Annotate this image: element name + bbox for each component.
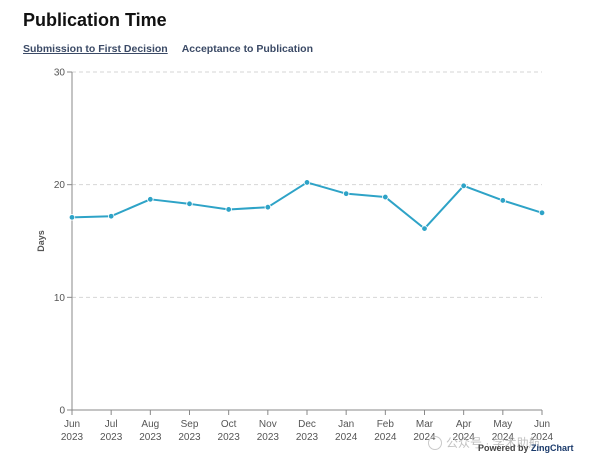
x-tick-label-year: 2023 <box>218 432 241 443</box>
x-tick-label-month: Feb <box>377 419 395 430</box>
data-point <box>538 209 546 217</box>
x-tick-label-month: Jul <box>105 419 118 430</box>
x-tick-label-year: 2023 <box>178 432 201 443</box>
x-tick-label-year: 2023 <box>257 432 280 443</box>
x-tick-label-year: 2024 <box>413 432 436 443</box>
x-tick-label-month: May <box>493 419 512 430</box>
x-tick-label-year: 2024 <box>374 432 397 443</box>
x-tick-label-year: 2023 <box>139 432 162 443</box>
watermark: 公众号 · 学术助航 <box>428 434 541 451</box>
x-tick-label-year: 2024 <box>531 432 554 443</box>
x-tick-label-year: 2024 <box>492 432 515 443</box>
x-tick-label-month: Dec <box>298 419 316 430</box>
x-tick-label-month: Jan <box>338 419 354 430</box>
powered-by-credit[interactable]: Powered by ZingChart <box>478 443 574 453</box>
y-tick-label: 10 <box>54 293 66 304</box>
zingchart-brand: ZingChart <box>531 443 574 453</box>
y-tick-label: 0 <box>59 406 65 417</box>
x-tick-label-month: Nov <box>259 419 277 430</box>
x-tick-label-month: Mar <box>416 419 434 430</box>
x-tick-label-month: Jun <box>534 419 550 430</box>
data-point <box>303 179 311 186</box>
x-tick-label-month: Apr <box>456 419 472 430</box>
chart-tabs: Submission to First Decision Acceptance … <box>23 43 313 55</box>
data-point <box>499 197 507 204</box>
data-point <box>421 225 428 232</box>
x-tick-label-month: Aug <box>141 419 159 430</box>
x-tick-label-year: 2023 <box>296 432 319 443</box>
data-point <box>382 193 389 201</box>
tab-submission-to-first-decision[interactable]: Submission to First Decision <box>23 43 168 55</box>
data-point <box>147 196 154 203</box>
powered-by-prefix: Powered by <box>478 443 529 453</box>
page-title: Publication Time <box>23 10 167 30</box>
y-axis-label: Days <box>36 230 46 252</box>
data-point <box>68 214 76 221</box>
x-tick-label-month: Sep <box>181 419 199 430</box>
data-point <box>460 182 467 189</box>
data-point <box>342 190 350 197</box>
series-line <box>71 181 543 230</box>
data-point <box>264 203 272 211</box>
data-point <box>225 206 232 213</box>
x-tick-label-year: 2023 <box>61 432 84 443</box>
x-tick-label-year: 2024 <box>453 432 476 443</box>
y-tick-label: 20 <box>54 180 66 191</box>
data-point <box>107 213 115 220</box>
watermark-text: 公众号 · 学术助航 <box>446 436 541 450</box>
y-tick-label: 30 <box>54 68 66 79</box>
x-tick-label-year: 2023 <box>100 432 123 443</box>
x-tick-label-month: Jun <box>64 419 80 430</box>
x-tick-label-month: Oct <box>221 419 237 430</box>
tab-acceptance-to-publication[interactable]: Acceptance to Publication <box>181 43 313 55</box>
wechat-icon <box>428 435 442 450</box>
data-point <box>186 200 193 208</box>
x-tick-label-year: 2024 <box>335 432 358 443</box>
